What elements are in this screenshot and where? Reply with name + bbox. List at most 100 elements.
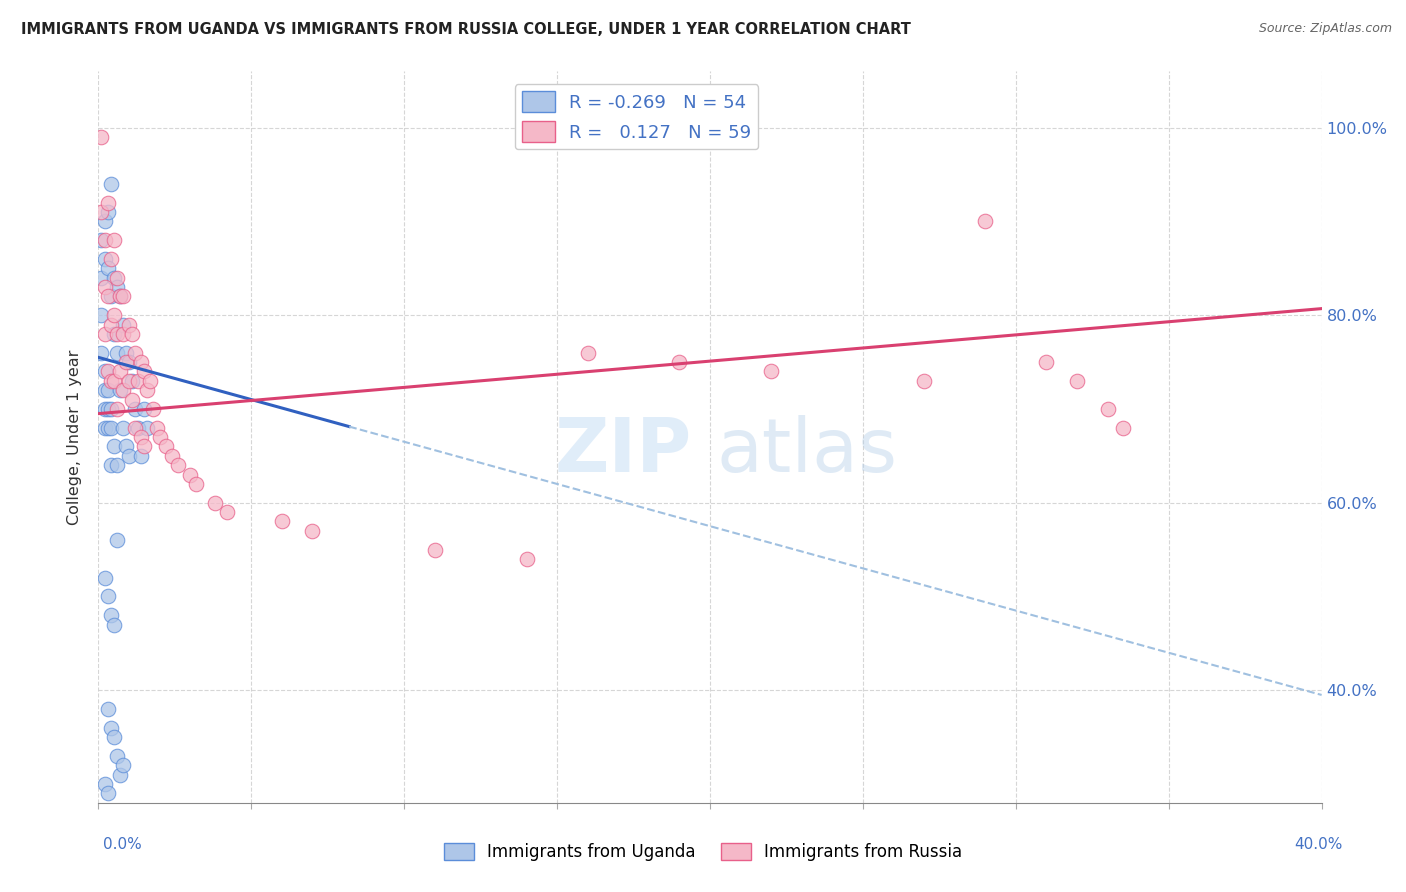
Point	[103, 617, 125, 632]
Point	[115, 440, 138, 454]
Point	[186, 477, 208, 491]
Point	[93, 280, 115, 294]
Point	[90, 130, 112, 145]
Point	[105, 458, 128, 473]
Point	[155, 440, 177, 454]
Point	[97, 383, 120, 397]
Point	[1112, 420, 1135, 434]
Point	[124, 420, 146, 434]
Point	[97, 205, 120, 219]
Point	[121, 374, 143, 388]
Point	[97, 786, 120, 800]
Point	[912, 374, 935, 388]
Point	[134, 440, 156, 454]
Point	[142, 401, 165, 416]
Point	[124, 345, 146, 359]
Point	[105, 345, 128, 359]
Point	[121, 326, 143, 341]
Point	[103, 374, 125, 388]
Point	[103, 730, 125, 744]
Text: Source: ZipAtlas.com: Source: ZipAtlas.com	[1258, 22, 1392, 36]
Text: ZIP: ZIP	[554, 415, 692, 488]
Point	[105, 748, 128, 763]
Point	[127, 420, 149, 434]
Point	[111, 420, 134, 434]
Point	[100, 374, 122, 388]
Point	[1097, 401, 1119, 416]
Legend: Immigrants from Uganda, Immigrants from Russia: Immigrants from Uganda, Immigrants from …	[437, 836, 969, 868]
Point	[93, 214, 115, 228]
Point	[93, 233, 115, 247]
Point	[759, 364, 782, 378]
Point	[103, 440, 125, 454]
Point	[100, 721, 122, 735]
Point	[100, 458, 122, 473]
Point	[93, 364, 115, 378]
Point	[108, 364, 131, 378]
Point	[100, 177, 122, 191]
Point	[103, 326, 125, 341]
Point	[129, 430, 152, 444]
Point	[105, 270, 128, 285]
Point	[93, 401, 115, 416]
Point	[97, 364, 120, 378]
Point	[108, 767, 131, 781]
Point	[105, 401, 128, 416]
Point	[127, 374, 149, 388]
Point	[668, 355, 690, 369]
Point	[97, 289, 120, 303]
Point	[97, 261, 120, 276]
Point	[90, 308, 112, 322]
Point	[118, 374, 141, 388]
Point	[124, 401, 146, 416]
Point	[111, 383, 134, 397]
Point	[97, 702, 120, 716]
Point	[139, 374, 162, 388]
Point	[145, 420, 167, 434]
Point	[115, 345, 138, 359]
Point	[270, 515, 292, 529]
Point	[129, 355, 152, 369]
Point	[301, 524, 323, 538]
Point	[93, 777, 115, 791]
Point	[100, 318, 122, 332]
Point	[576, 345, 599, 359]
Point	[108, 383, 131, 397]
Text: 40.0%: 40.0%	[1295, 838, 1343, 852]
Point	[103, 308, 125, 322]
Point	[105, 326, 128, 341]
Text: IMMIGRANTS FROM UGANDA VS IMMIGRANTS FROM RUSSIA COLLEGE, UNDER 1 YEAR CORRELATI: IMMIGRANTS FROM UGANDA VS IMMIGRANTS FRO…	[21, 22, 911, 37]
Point	[90, 205, 112, 219]
Point	[90, 270, 112, 285]
Point	[108, 289, 131, 303]
Point	[90, 233, 112, 247]
Point	[100, 608, 122, 623]
Legend: R = -0.269   N = 54, R =   0.127   N = 59: R = -0.269 N = 54, R = 0.127 N = 59	[515, 84, 758, 149]
Point	[100, 252, 122, 266]
Point	[118, 318, 141, 332]
Point	[100, 420, 122, 434]
Point	[111, 289, 134, 303]
Text: atlas: atlas	[716, 415, 897, 488]
Point	[149, 430, 172, 444]
Point	[103, 233, 125, 247]
Point	[134, 364, 156, 378]
Point	[97, 590, 120, 604]
Point	[93, 326, 115, 341]
Point	[134, 401, 156, 416]
Point	[423, 542, 446, 557]
Point	[1035, 355, 1057, 369]
Point	[215, 505, 238, 519]
Point	[167, 458, 190, 473]
Point	[160, 449, 183, 463]
Point	[121, 392, 143, 407]
Point	[93, 420, 115, 434]
Point	[974, 214, 997, 228]
Point	[108, 289, 131, 303]
Point	[1066, 374, 1088, 388]
Point	[136, 383, 159, 397]
Point	[111, 758, 134, 772]
Point	[204, 496, 226, 510]
Point	[103, 270, 125, 285]
Point	[118, 449, 141, 463]
